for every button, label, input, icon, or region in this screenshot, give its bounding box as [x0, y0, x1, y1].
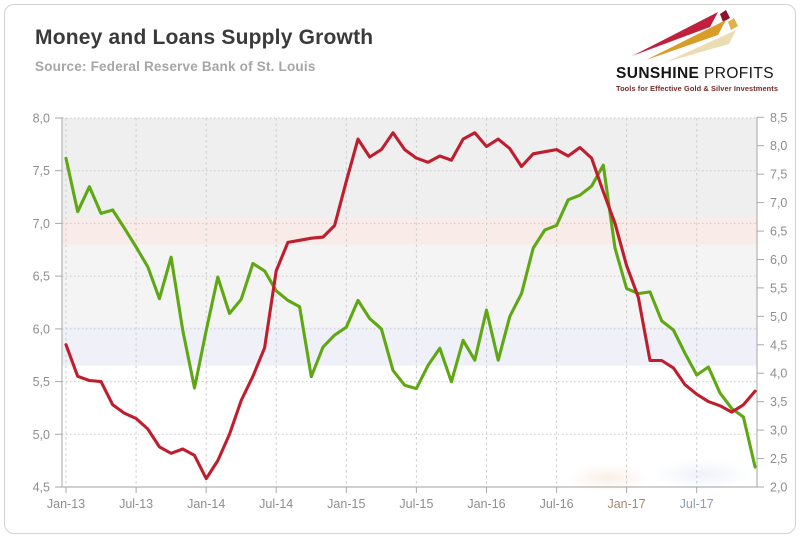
right-axis-tick-label: 3,0	[770, 424, 787, 438]
x-axis-tick-label: Jul-16	[540, 497, 574, 511]
right-axis-tick-label: 8,5	[770, 111, 787, 125]
brand-name: SUNSHINE PROFITS	[616, 65, 774, 82]
x-axis-tick-label: Jan-14	[187, 497, 225, 511]
right-axis-tick-label: 5,0	[770, 310, 787, 324]
sunshine-rays-icon	[632, 10, 738, 62]
right-axis-tick-label: 6,5	[770, 225, 787, 239]
left-axis-tick-label: 7,5	[33, 164, 50, 178]
right-axis-tick-label: 5,5	[770, 281, 787, 295]
page-title: Money and Loans Supply Growth	[35, 26, 374, 49]
right-axis-tick-label: 4,0	[770, 367, 787, 381]
money-supply-line	[64, 131, 757, 481]
right-axis-tick-label: 2,0	[770, 481, 787, 495]
right-axis-tick-label: 8,0	[770, 139, 787, 153]
x-axis-tick-label: Jan-13	[47, 497, 85, 511]
x-axis-tick-label: Jul-13	[119, 497, 153, 511]
x-axis-tick-label: Jul-17	[680, 497, 714, 511]
brand-tagline: Tools for Effective Gold & Silver Invest…	[616, 84, 779, 93]
right-axis-tick-label: 7,5	[770, 168, 787, 182]
x-axis-tick-label: Jan-15	[327, 497, 365, 511]
x-axis-labels: Jan-13 Jul-13 Jan-14 Jul-14 Jan-15 Jul-15 Jan-…	[47, 497, 714, 511]
left-axis-tick-label: 7,0	[33, 217, 50, 231]
right-axis-tick-label: 3,5	[770, 395, 787, 409]
right-axis-labels: 8,5 8,0 7,5 7,0 6,5 6,0 5,5 5,0 4,5 4,0 3,5 3,0 2,5 2…	[770, 111, 787, 495]
right-axis-tick-label: 4,5	[770, 338, 787, 352]
right-axis-tick-label: 2,5	[770, 452, 787, 466]
left-axis-tick-label: 4,5	[33, 481, 50, 495]
brand-logo: SUNSHINE PROFITS Tools for Effective Gol…	[616, 8, 779, 93]
x-axis-tick-label: Jul-15	[399, 497, 433, 511]
left-axis-tick-label: 5,0	[33, 428, 50, 442]
x-axis-tick-label: Jul-14	[259, 497, 293, 511]
left-axis-tick-label: 6,5	[33, 270, 50, 284]
right-axis-tick-label: 6,0	[770, 253, 787, 267]
left-axis-labels: 8,0 7,5 7,0 6,5 6,0 5,5 5,0 4,5	[33, 112, 50, 495]
tick-marks	[55, 116, 764, 493]
left-axis-tick-label: 8,0	[33, 112, 50, 126]
chart-header: Money and Loans Supply Growth Source: Fe…	[35, 26, 373, 74]
x-axis-tick-label: Jan-17	[607, 497, 645, 511]
left-axis-tick-label: 5,5	[33, 375, 50, 389]
axes	[61, 117, 758, 488]
loans-growth-line	[64, 156, 757, 469]
x-axis-tick-label: Jan-16	[467, 497, 505, 511]
source-label: Source: Federal Reserve Bank of St. Loui…	[35, 59, 316, 74]
left-axis-tick-label: 6,0	[33, 322, 50, 336]
right-axis-tick-label: 7,0	[770, 196, 787, 210]
